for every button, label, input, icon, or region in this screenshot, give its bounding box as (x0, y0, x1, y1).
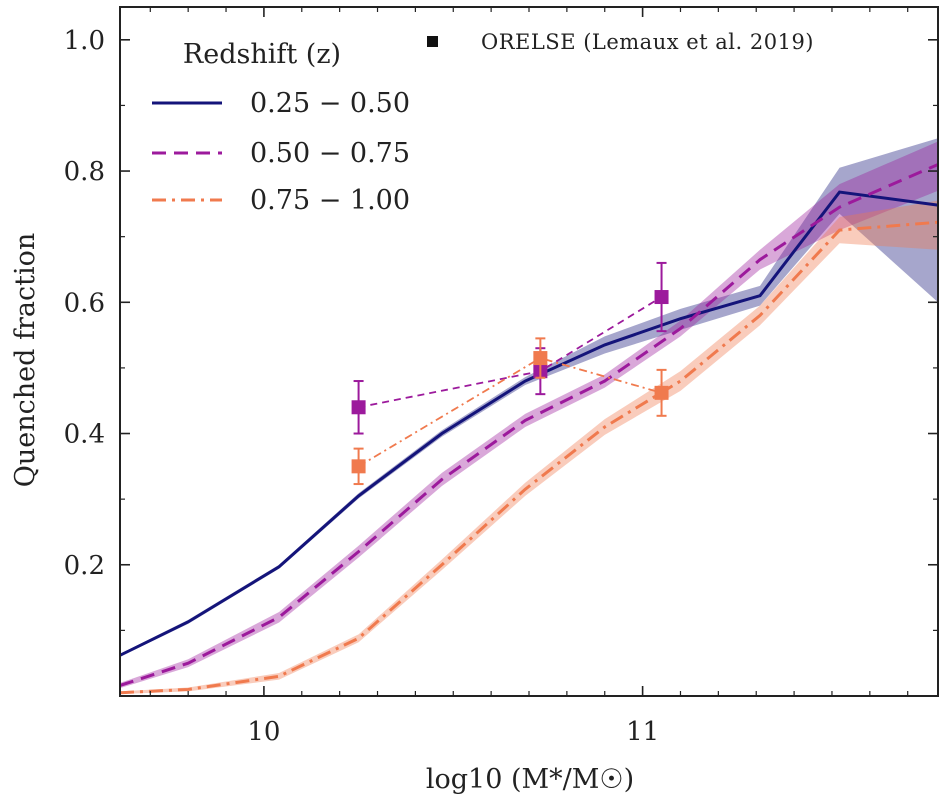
x-axis-label: log10 (M*/M☉) (426, 764, 634, 795)
y-tick-label: 0.6 (64, 288, 105, 318)
x-tick-label: 10 (247, 717, 280, 747)
y-tick-label: 1.0 (64, 26, 105, 56)
line-series-1 (120, 190, 938, 657)
axes: 0.2 0.4 0.6 0.8 1.0 10 11 (64, 6, 939, 747)
y-tick-label: 0.8 (64, 157, 105, 187)
observation-legend-label: ORELSE (Lemaux et al. 2019) (481, 30, 814, 54)
obs-marker (351, 400, 366, 415)
y-axis-label: Quenched fraction (10, 233, 41, 488)
line-series-3 (120, 220, 938, 695)
orelse-observations (351, 261, 669, 486)
legend: Redshift (z) 0.25 − 0.50 0.50 − 0.75 0.75 … (152, 39, 410, 216)
plot-frame (119, 6, 939, 697)
band-series-2 (120, 141, 938, 689)
obs-marker (533, 351, 548, 366)
y-tick-label: 0.4 (64, 420, 105, 450)
obs-marker (654, 385, 669, 400)
observation-legend: ORELSE (Lemaux et al. 2019) (427, 30, 814, 54)
legend-label-2: 0.50 − 0.75 (250, 138, 410, 169)
x-tick-label: 11 (626, 717, 659, 747)
observation-legend-marker (427, 36, 438, 47)
band-series-3 (120, 200, 938, 695)
obs-marker (351, 459, 366, 474)
model-lines (120, 163, 938, 695)
y-tick-label: 0.2 (64, 551, 105, 581)
legend-label-1: 0.25 − 0.50 (250, 88, 410, 119)
legend-label-3: 0.75 − 1.00 (250, 185, 410, 216)
line-series-2 (120, 163, 938, 687)
legend-title: Redshift (z) (183, 39, 341, 70)
obs-marker (654, 290, 669, 305)
